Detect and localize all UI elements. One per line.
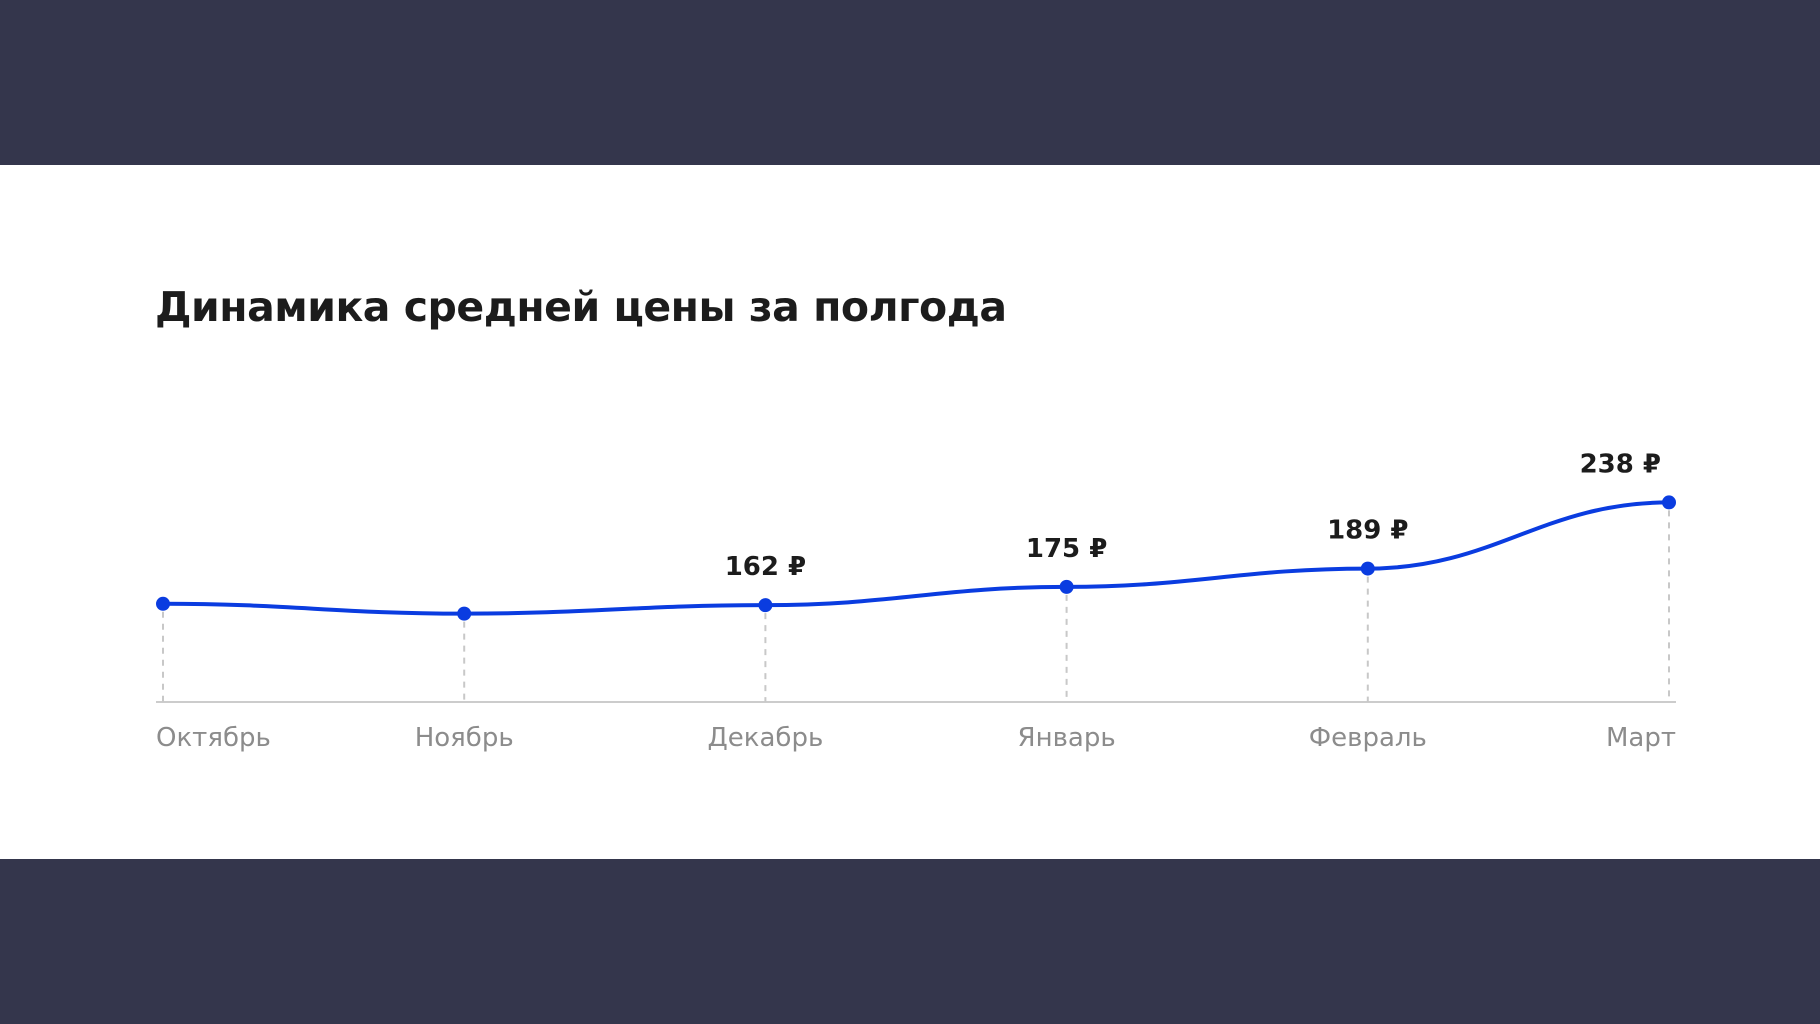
tick-label-5: Март bbox=[1606, 723, 1676, 753]
data-label-3: 175 ₽ bbox=[1026, 534, 1107, 564]
chart-title: Динамика средней цены за полгода bbox=[155, 283, 1007, 331]
data-point-1 bbox=[457, 606, 472, 621]
data-point-0 bbox=[156, 596, 170, 611]
data-point-3 bbox=[1059, 579, 1074, 594]
data-point-4 bbox=[1360, 561, 1375, 576]
tick-label-1: Ноябрь bbox=[415, 723, 514, 753]
data-label-4: 189 ₽ bbox=[1327, 516, 1408, 546]
tick-label-4: Февраль bbox=[1309, 723, 1427, 753]
data-point-5 bbox=[1662, 495, 1676, 510]
data-label-5: 238 ₽ bbox=[1580, 449, 1661, 479]
chart-panel bbox=[0, 165, 1820, 859]
tick-label-0: Октябрь bbox=[156, 723, 271, 753]
series-line bbox=[161, 500, 1671, 616]
tick-label-3: Январь bbox=[1018, 723, 1116, 753]
top-band bbox=[0, 0, 1820, 165]
data-label-2: 162 ₽ bbox=[725, 552, 806, 582]
data-point-2 bbox=[758, 598, 773, 613]
tick-label-2: Декабрь bbox=[707, 723, 823, 753]
bottom-band bbox=[0, 859, 1820, 1024]
